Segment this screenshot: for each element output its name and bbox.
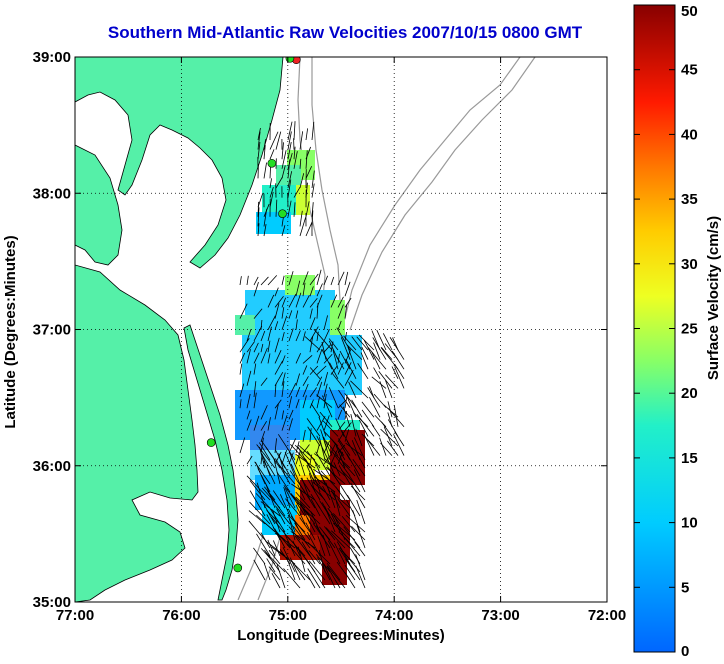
colorbar-label: Surface Velocity (cm/s) xyxy=(705,216,722,380)
x-axis-label: Longitude (Degrees:Minutes) xyxy=(237,627,445,644)
x-tick-label: 74:00 xyxy=(375,607,413,624)
y-tick-label: 39:00 xyxy=(33,49,71,66)
x-tick-label: 73:00 xyxy=(481,607,519,624)
colorbar-tick-label: 50 xyxy=(681,3,698,20)
radar-station-marker xyxy=(234,564,242,572)
colorbar-tick-label: 5 xyxy=(681,579,689,596)
radar-station-marker xyxy=(268,159,276,167)
x-tick-label: 76:00 xyxy=(162,607,200,624)
colorbar-tick-label: 0 xyxy=(681,643,689,659)
colorbar-tick-label: 10 xyxy=(681,515,698,532)
radar-station-marker xyxy=(286,54,294,62)
colorbar-tick-label: 25 xyxy=(681,321,698,338)
map-title: Southern Mid-Atlantic Raw Velocities 200… xyxy=(108,23,583,42)
colorbar-tick-label: 35 xyxy=(681,191,698,208)
colorbar-tick-label: 45 xyxy=(681,62,698,79)
colorbar-tick-label: 20 xyxy=(681,385,698,402)
x-tick-label: 72:00 xyxy=(588,607,626,624)
y-tick-label: 35:00 xyxy=(33,594,71,611)
y-tick-label: 36:00 xyxy=(33,458,71,475)
colorbar xyxy=(634,5,675,652)
y-tick-label: 38:00 xyxy=(33,185,71,202)
plot-area xyxy=(75,54,607,602)
colorbar-tick-label: 15 xyxy=(681,450,698,467)
colorbar-tick-label: 40 xyxy=(681,126,698,143)
x-tick-label: 75:00 xyxy=(269,607,307,624)
colorbar-tick-label: 30 xyxy=(681,256,698,273)
y-axis-label: Latitude (Degrees:Minutes) xyxy=(2,235,19,428)
y-tick-label: 37:00 xyxy=(33,322,71,339)
radar-station-marker xyxy=(278,210,286,218)
radar-station-marker xyxy=(207,439,215,447)
